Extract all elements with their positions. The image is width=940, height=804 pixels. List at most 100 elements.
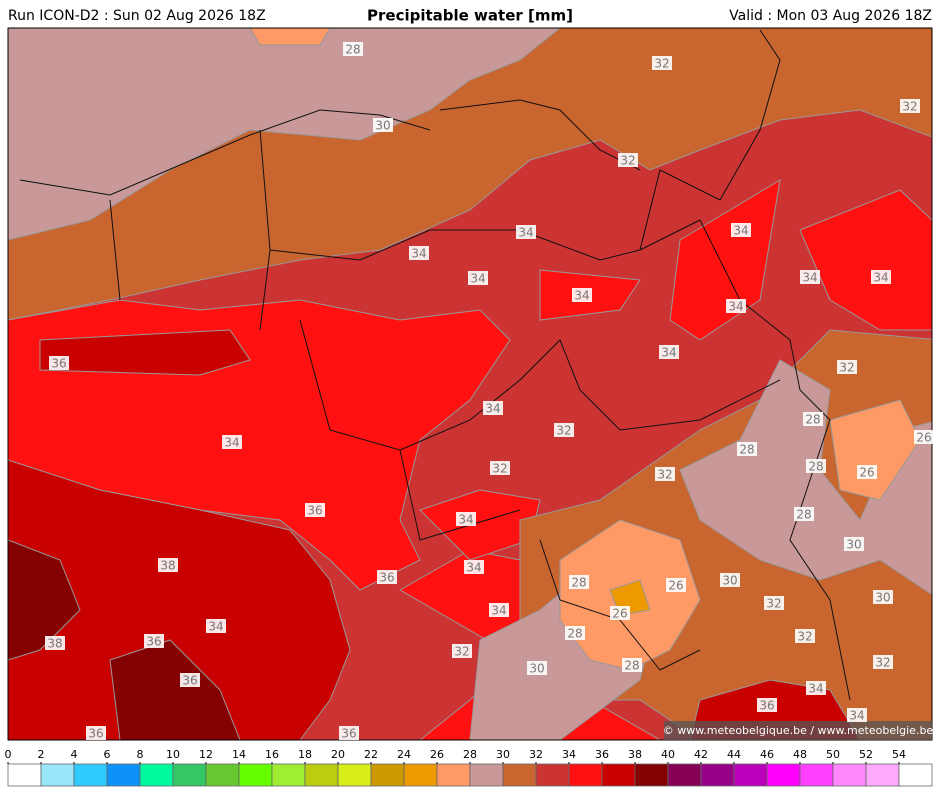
contour-label-box <box>464 560 484 574</box>
contour-label: 26 <box>668 579 683 593</box>
contour-label-box <box>569 575 589 589</box>
contour-label-box <box>468 271 488 285</box>
contour-label-box <box>652 56 672 70</box>
contour-label: 36 <box>759 699 774 713</box>
legend-swatch <box>172 763 207 787</box>
legend-swatch <box>469 763 504 787</box>
contour-label-box <box>305 503 325 517</box>
contour-label: 30 <box>875 591 890 605</box>
contour-label: 34 <box>491 604 506 618</box>
contour-label-box <box>554 423 574 437</box>
colorbar-tick-label: 30 <box>496 748 510 761</box>
legend-swatch <box>535 763 570 787</box>
contour-label: 34 <box>208 620 223 634</box>
contour-label: 34 <box>733 224 748 238</box>
legend-swatch <box>865 763 900 787</box>
contour-label: 34 <box>574 289 589 303</box>
contour-label-box <box>731 223 751 237</box>
contour-label: 36 <box>307 504 322 518</box>
contour-label: 28 <box>739 443 754 457</box>
contour-label-box <box>409 246 429 260</box>
contour-label-box <box>610 606 630 620</box>
contour-label: 32 <box>839 361 854 375</box>
contour-label: 28 <box>571 576 586 590</box>
colorbar-tick-label: 38 <box>628 748 642 761</box>
contour-label: 32 <box>875 656 890 670</box>
contour-label: 28 <box>345 43 360 57</box>
contour-label: 36 <box>379 571 394 585</box>
contour-label: 36 <box>146 635 161 649</box>
contour-label: 26 <box>916 431 931 445</box>
colorbar-tick-label: 24 <box>397 748 411 761</box>
contour-label: 30 <box>846 538 861 552</box>
colorbar-tick-label: 0 <box>5 748 12 761</box>
contour-label-box <box>726 299 746 313</box>
contour-label: 34 <box>458 513 473 527</box>
contour-label-box <box>806 459 826 473</box>
colorbar-tick-label: 14 <box>232 748 246 761</box>
contour-label-box <box>377 570 397 584</box>
contour-label: 32 <box>620 154 635 168</box>
colorbar-tick-label: 48 <box>793 748 807 761</box>
colorbar-tick-label: 6 <box>104 748 111 761</box>
legend-swatch <box>436 763 471 787</box>
contour-label-box <box>659 345 679 359</box>
contour-label: 36 <box>182 674 197 688</box>
map-frame <box>7 27 933 741</box>
legend-swatch <box>502 763 537 787</box>
contour-label-box <box>86 726 106 740</box>
legend-swatch <box>667 763 702 787</box>
contour-label: 28 <box>567 627 582 641</box>
colorbar-tick-label: 40 <box>661 748 675 761</box>
contour-label-box <box>618 153 638 167</box>
run-label: Run ICON-D2 : Sun 02 Aug 2026 18Z <box>8 8 266 24</box>
contour-label: 34 <box>518 226 533 240</box>
legend-swatch <box>601 763 636 787</box>
contour-label-box <box>490 461 510 475</box>
contour-label-box <box>572 288 592 302</box>
contour-label: 34 <box>411 247 426 261</box>
colorbar-tick-label: 36 <box>595 748 609 761</box>
contour-label: 34 <box>728 300 743 314</box>
contour-label-box <box>847 708 867 722</box>
legend-swatch <box>304 763 339 787</box>
contour-label-box <box>456 512 476 526</box>
contour-label-box <box>483 401 503 415</box>
contour-label-box <box>873 655 893 669</box>
colorbar-tick-label: 34 <box>562 748 576 761</box>
colorbar-tick-label: 10 <box>166 748 180 761</box>
contour-label: 32 <box>766 597 781 611</box>
contour-label: 36 <box>341 727 356 741</box>
contour-label-box <box>737 442 757 456</box>
contour-label: 36 <box>51 357 66 371</box>
colorbar-tick-label: 32 <box>529 748 543 761</box>
contour-label: 30 <box>529 662 544 676</box>
colorbar-tick-label: 20 <box>331 748 345 761</box>
contour-label-box <box>489 603 509 617</box>
contour-label: 34 <box>470 272 485 286</box>
contour-label: 30 <box>722 574 737 588</box>
contour-label: 28 <box>808 460 823 474</box>
contour-label: 26 <box>612 607 627 621</box>
colorbar-tick-label: 16 <box>265 748 279 761</box>
legend-swatch <box>106 763 141 787</box>
colorbar-tick-label: 12 <box>199 748 213 761</box>
colorbar-tick-label: 8 <box>137 748 144 761</box>
colorbar-tick-label: 26 <box>430 748 444 761</box>
contour-label: 38 <box>160 559 175 573</box>
contour-label-box <box>871 270 891 284</box>
colorbar-tick-label: 28 <box>463 748 477 761</box>
contour-label-box <box>806 681 826 695</box>
contour-label: 32 <box>492 462 507 476</box>
colorbar-tick-label: 18 <box>298 748 312 761</box>
legend-swatch <box>139 763 174 787</box>
colorbar-tick-label: 2 <box>38 748 45 761</box>
contour-label: 34 <box>802 271 817 285</box>
contour-label-box <box>45 636 65 650</box>
contour-label-box <box>757 698 777 712</box>
contour-label: 34 <box>485 402 500 416</box>
contour-label-box <box>655 467 675 481</box>
colorbar-tick-label: 46 <box>760 748 774 761</box>
